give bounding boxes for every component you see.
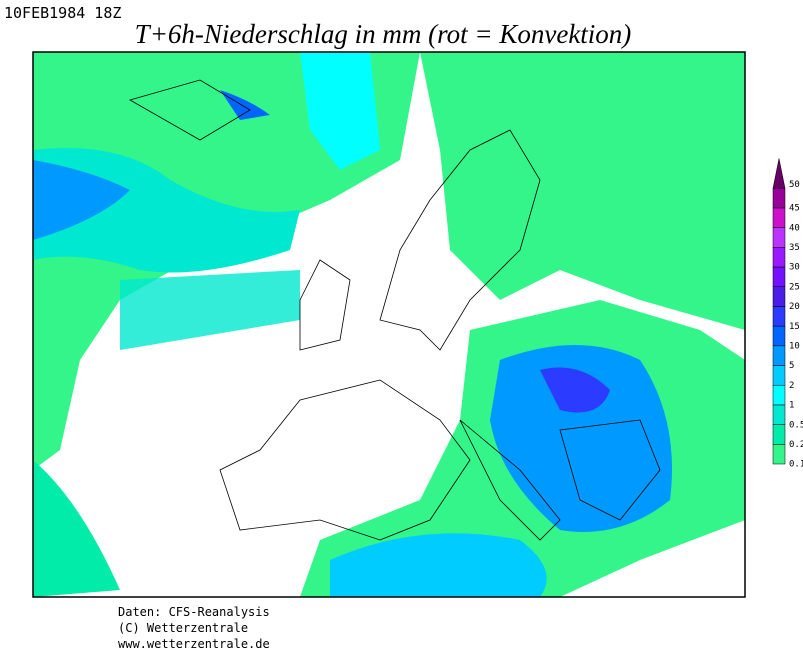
colorbar-swatch <box>772 424 786 445</box>
colorbar-cap <box>772 158 786 189</box>
colorbar-swatch <box>772 325 786 347</box>
title: T+6h-Niederschlag in mm (rot = Konvektio… <box>135 19 632 49</box>
colorbar-label: 5 <box>789 361 794 371</box>
colorbar-label: 35 <box>789 243 800 253</box>
colorbar-label: 45 <box>789 204 800 214</box>
colorbar-swatch <box>772 404 786 425</box>
colorbar-label: 2 <box>789 381 794 391</box>
colorbar-label: 15 <box>789 322 800 332</box>
colorbar-label: 0.1 <box>789 460 803 470</box>
colorbar-label: 1 <box>789 401 794 411</box>
footer-line: www.wetterzentrale.de <box>118 637 270 651</box>
colorbar-label: 50 <box>789 180 800 190</box>
date: 10FEB1984 18Z <box>4 4 121 22</box>
colorbar-label: 0.2 <box>789 440 803 450</box>
colorbar-swatch <box>772 444 786 465</box>
footer: Daten: CFS-Reanalysis (C) Wetterzentrale w… <box>118 605 270 651</box>
colorbar-label: 30 <box>789 263 800 273</box>
colorbar-swatch <box>772 365 786 386</box>
map <box>32 51 746 598</box>
colorbar-swatch <box>772 266 786 287</box>
precip-field <box>33 52 745 597</box>
colorbar-swatch <box>772 207 786 228</box>
colorbar-swatch <box>772 306 786 327</box>
colorbar-swatch <box>772 247 786 268</box>
footer-line: (C) Wetterzentrale <box>118 621 248 635</box>
colorbar-swatch <box>772 345 786 366</box>
colorbar-label: 10 <box>789 341 800 351</box>
colorbar-swatch <box>772 227 786 248</box>
colorbar-swatch <box>772 384 786 406</box>
colorbar-label: 20 <box>789 302 800 312</box>
colorbar-label: 0.5 <box>789 420 803 430</box>
colorbar-swatch <box>772 286 786 307</box>
colorbar-label: 40 <box>789 223 800 233</box>
colorbar-swatch <box>772 187 786 209</box>
colorbar-label: 25 <box>789 282 800 292</box>
footer-line: Daten: CFS-Reanalysis <box>118 605 270 619</box>
